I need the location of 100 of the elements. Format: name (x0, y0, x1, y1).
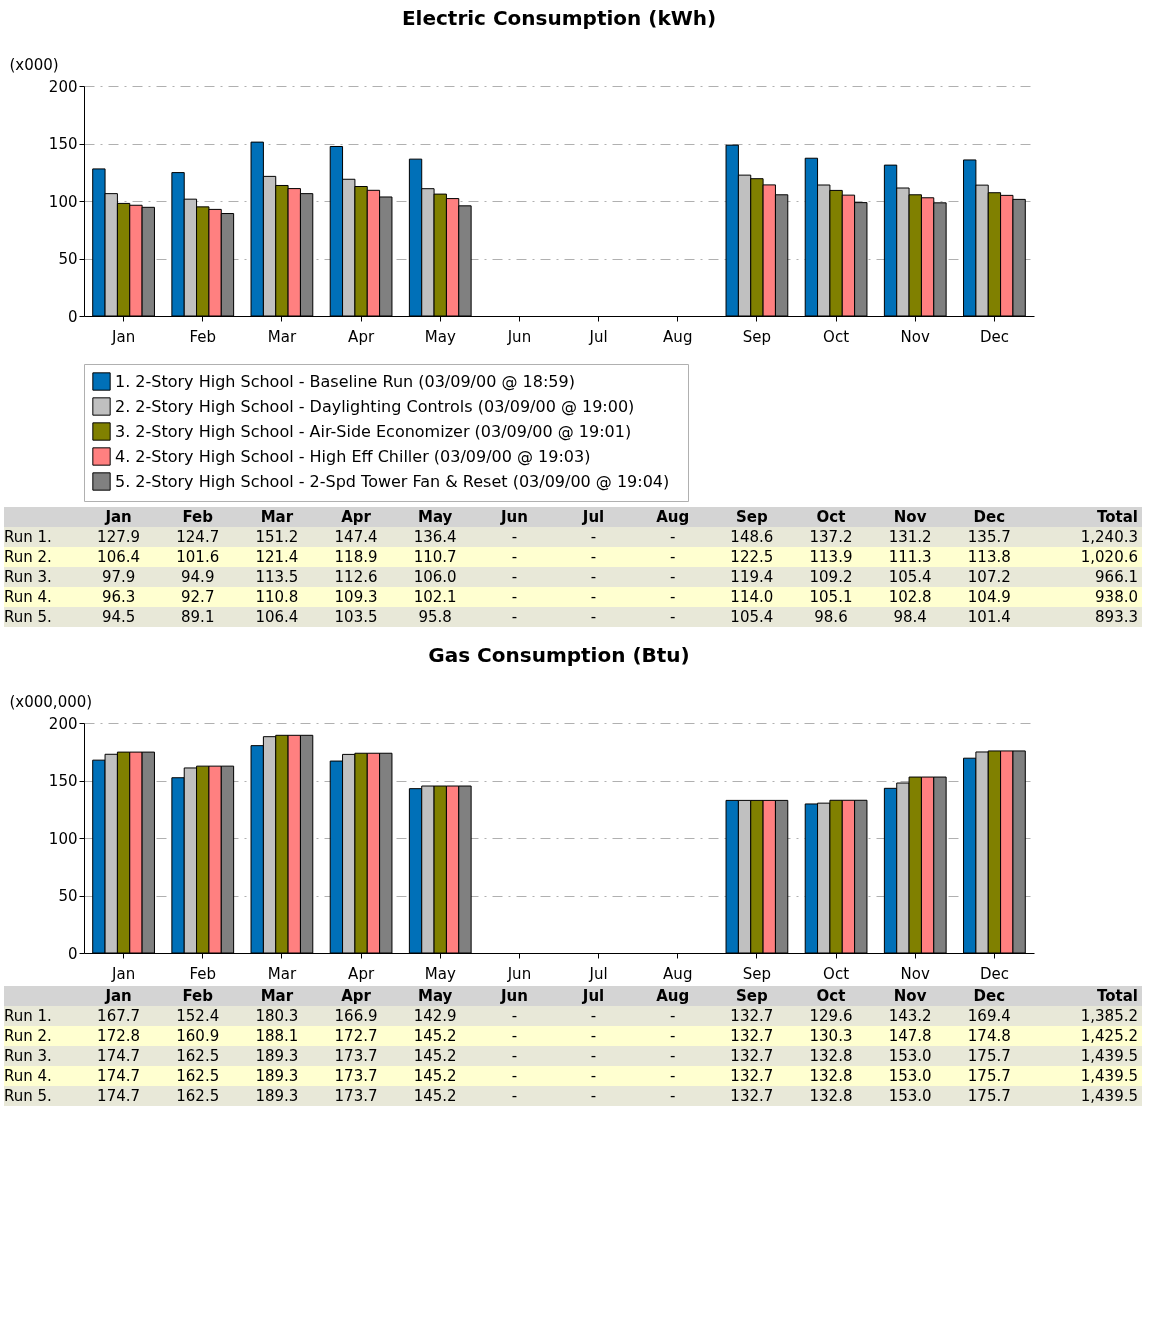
y-tick-label: 150 (48, 772, 78, 790)
text: - (669, 1067, 676, 1085)
data-label: 105.1 (791, 587, 871, 607)
data-label: 101.4 (949, 607, 1029, 627)
text: 1,020.6 (1028, 547, 1142, 567)
text: Run 2. (4, 1026, 79, 1046)
data-label: 121.4 (237, 547, 317, 567)
x-tick-label: Aug (663, 327, 693, 346)
text: - (511, 1007, 518, 1025)
data-label: 174.8 (949, 1026, 1029, 1046)
x-tick-label: Feb (189, 327, 217, 346)
data-label: 113.8 (949, 547, 1029, 567)
x-tick-label: Feb (189, 964, 217, 983)
legend-label: 1. 2-Story High School - Baseline Run (03/09/00 @ 18:59) (115, 371, 575, 391)
y-tick-label: 200 (48, 714, 78, 733)
data-label: 109.3 (316, 587, 396, 607)
category-label: May (418, 987, 453, 1005)
y-tick-label: 0 (67, 944, 78, 963)
data-label: 151.2 (237, 527, 317, 547)
text: - (590, 568, 597, 586)
data-label: 94.5 (79, 607, 159, 627)
text: 1,425.2 (1028, 1026, 1142, 1046)
category-label: Mar (260, 508, 294, 526)
text: - (511, 608, 518, 626)
x-tick-label: Nov (900, 327, 931, 346)
data-label: 105.4 (712, 607, 792, 627)
text: - (669, 1087, 676, 1105)
data-label: 132.8 (791, 1066, 871, 1086)
data-label: 175.7 (949, 1086, 1029, 1106)
data-label: 132.7 (712, 1066, 792, 1086)
data-label: 188.1 (237, 1026, 317, 1046)
text: - (511, 568, 518, 586)
text: - (511, 528, 518, 546)
data-label: 162.5 (158, 1086, 238, 1106)
data-label: 132.7 (712, 1046, 792, 1066)
x-tick-label: Jan (111, 964, 136, 983)
data-label: 143.2 (870, 1006, 950, 1026)
text: - (590, 588, 597, 606)
text: Run 4. (4, 1066, 79, 1086)
text: 1,439.5 (1028, 1066, 1142, 1086)
data-label: 169.4 (949, 1006, 1029, 1026)
category-label: Dec (973, 987, 1006, 1005)
data-label: 102.1 (395, 587, 475, 607)
text: Total (1028, 986, 1142, 1006)
legend-label: 3. 2-Story High School - Air-Side Economizer (03/09/00 @ 19:01) (115, 421, 632, 441)
data-label: 174.7 (79, 1086, 159, 1106)
text: - (590, 608, 597, 626)
x-tick-label: Mar (267, 964, 297, 983)
text: 893.3 (1028, 607, 1142, 627)
text: 966.1 (1028, 567, 1142, 587)
text: - (511, 1027, 518, 1045)
category-label: Jun (500, 508, 528, 526)
data-label: 89.1 (158, 607, 238, 627)
category-label: Jan (105, 508, 132, 526)
x-tick-label: Apr (348, 964, 375, 983)
data-label: 97.9 (79, 567, 159, 587)
data-label: 105.4 (870, 567, 950, 587)
x-tick-label: Mar (267, 327, 297, 346)
data-label: 148.6 (712, 527, 792, 547)
x-tick-label: Jul (588, 327, 608, 346)
text: - (590, 1087, 597, 1105)
data-label: 109.2 (791, 567, 871, 587)
data-label: 127.9 (79, 527, 159, 547)
text: - (590, 528, 597, 546)
data-label: 132.8 (791, 1046, 871, 1066)
text: Run 3. (4, 567, 79, 587)
data-label: 106.4 (79, 547, 159, 567)
data-label: 124.7 (158, 527, 238, 547)
text: Run 4. (4, 587, 79, 607)
data-label: 173.7 (316, 1066, 396, 1086)
data-label: 107.2 (949, 567, 1029, 587)
text: 1,240.3 (1028, 527, 1142, 547)
category-label: Nov (893, 508, 927, 526)
text: - (590, 1007, 597, 1025)
data-label: 160.9 (158, 1026, 238, 1046)
data-label: 153.0 (870, 1066, 950, 1086)
category-label: Jul (582, 508, 605, 526)
data-label: 101.6 (158, 547, 238, 567)
text: - (669, 1047, 676, 1065)
data-label: 180.3 (237, 1006, 317, 1026)
data-label: 145.2 (395, 1026, 475, 1046)
text: - (590, 1027, 597, 1045)
data-label: 189.3 (237, 1086, 317, 1106)
text: 1,439.5 (1028, 1086, 1142, 1106)
y-axis-title: (x000,000) (9, 692, 93, 711)
text: Run 1. (4, 527, 79, 547)
x-tick-label: May (424, 327, 456, 346)
text: 938.0 (1028, 587, 1142, 607)
data-label: 92.7 (158, 587, 238, 607)
data-label: 152.4 (158, 1006, 238, 1026)
y-tick-label: 50 (58, 887, 78, 905)
data-label: 113.5 (237, 567, 317, 587)
legend-label: 2. 2-Story High School - Daylighting Controls (03/09/00 @ 19:00) (115, 396, 635, 416)
x-tick-label: Dec (979, 964, 1009, 983)
data-label: 132.7 (712, 1086, 792, 1106)
text: - (669, 608, 676, 626)
text: - (511, 1047, 518, 1065)
legend-label: 4. 2-Story High School - High Eff Chiller (03/09/00 @ 19:03) (115, 446, 591, 466)
data-label: 103.5 (316, 607, 396, 627)
data-label: 166.9 (316, 1006, 396, 1026)
